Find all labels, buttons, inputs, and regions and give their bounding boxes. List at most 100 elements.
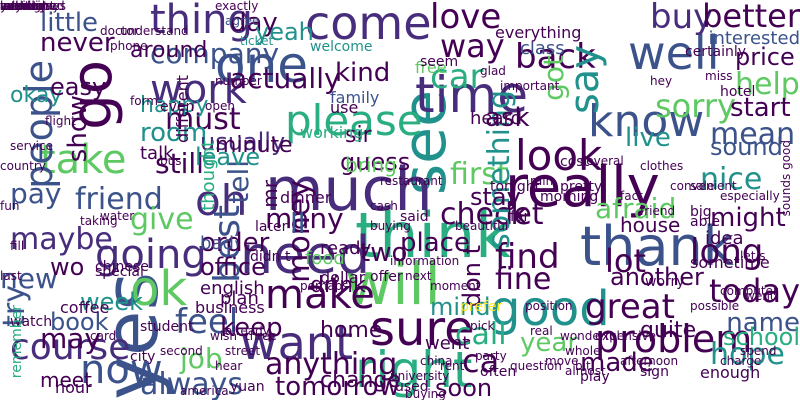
cloud-word: thought — [198, 140, 219, 211]
cloud-word: fun — [0, 199, 20, 213]
cloud-word: meet — [40, 368, 92, 392]
cloud-word: think — [355, 199, 512, 272]
cloud-word: use — [330, 98, 359, 117]
cloud-word: expensive — [595, 329, 656, 343]
cloud-word: important — [500, 79, 560, 93]
cloud-word: open — [205, 99, 235, 113]
cloud-word: many — [265, 202, 344, 235]
cloud-word: charge — [720, 354, 762, 368]
cloud-word: easy — [50, 73, 107, 101]
cloud-word: first — [450, 157, 509, 192]
cloud-word: course — [10, 327, 131, 368]
cloud-word: morning — [540, 189, 599, 205]
cloud-word: country — [0, 159, 46, 173]
cloud-word: rent — [440, 359, 465, 373]
cloud-word: two — [360, 238, 408, 268]
cloud-word: hey — [650, 74, 673, 88]
cloud-word: hotel — [720, 84, 756, 100]
cloud-word: excellent — [0, 0, 55, 13]
cloud-word: price — [735, 43, 795, 71]
cloud-word: information — [390, 254, 460, 268]
cloud-word: remember — [9, 305, 25, 379]
cloud-word: anyway — [0, 0, 47, 13]
cloud-word: thing — [150, 0, 253, 43]
cloud-word: might — [710, 203, 786, 233]
cloud-word: agree — [225, 14, 260, 28]
cloud-word: got — [537, 55, 570, 101]
cloud-word: wo — [50, 253, 85, 281]
cloud-word: ll — [290, 207, 306, 240]
cloud-word: still — [155, 147, 204, 180]
cloud-word: didn t — [250, 249, 291, 265]
cloud-word: mind — [430, 293, 491, 321]
cloud-word: able — [690, 214, 720, 230]
cloud-word: company — [150, 37, 280, 70]
cloud-word: plan — [220, 288, 259, 309]
cloud-word: dollar — [320, 268, 366, 287]
cloud-word: ask — [485, 103, 530, 133]
cloud-word: city — [130, 349, 156, 365]
cloud-word: even — [160, 99, 195, 115]
cloud-word: yesterday — [0, 0, 60, 13]
cloud-word: mean — [710, 117, 796, 152]
cloud-word: anything — [265, 347, 398, 382]
cloud-word: friend — [75, 182, 163, 217]
cloud-word: pay — [10, 177, 62, 210]
cloud-word: today — [709, 272, 800, 310]
cloud-word: said — [400, 209, 429, 225]
cloud-word: next — [405, 269, 432, 283]
cloud-word: talk — [140, 143, 174, 164]
cloud-word: watch — [10, 314, 53, 330]
cloud-word: right — [355, 341, 473, 399]
cloud-word: show — [63, 95, 93, 163]
cloud-word: look — [515, 131, 603, 180]
cloud-word: really — [505, 155, 660, 220]
cloud-word: place — [400, 228, 470, 258]
cloud-word: problem — [595, 317, 753, 361]
cloud-word: account — [0, 0, 48, 13]
cloud-word: whole — [565, 344, 601, 358]
cloud-word: hear — [215, 359, 243, 373]
cloud-word: service — [10, 139, 53, 153]
cloud-word: play — [580, 369, 610, 385]
cloud-word: keep — [220, 313, 283, 343]
cloud-word: home — [320, 318, 383, 343]
cloud-word: question — [510, 359, 562, 373]
cloud-word: wish — [210, 329, 238, 343]
cloud-word: back — [515, 37, 596, 77]
cloud-word: room — [140, 118, 208, 148]
cloud-word: must — [165, 102, 241, 137]
cloud-word: ready — [320, 238, 372, 259]
cloud-word: free — [415, 58, 447, 77]
cloud-word: bad — [200, 233, 234, 254]
cloud-word: nothing — [0, 0, 46, 13]
cloud-word: take — [40, 137, 127, 183]
cloud-word: sale — [690, 179, 715, 193]
cloud-word: pretty — [560, 179, 603, 195]
cloud-word: help — [735, 67, 800, 102]
cloud-word: hope — [710, 337, 785, 372]
cloud-word: know — [588, 96, 705, 147]
cloud-word: almost — [565, 364, 606, 378]
cloud-word: glad — [480, 64, 506, 78]
cloud-word: water — [100, 209, 135, 223]
cloud-word: sir — [345, 123, 372, 148]
cloud-word: buying — [370, 219, 411, 233]
cloud-word: school — [723, 323, 800, 351]
cloud-word: time — [415, 66, 528, 124]
cloud-word: don t — [458, 245, 486, 308]
cloud-word: sign — [640, 364, 669, 380]
cloud-word: change — [320, 368, 401, 393]
cloud-word: certainly — [685, 44, 747, 60]
cloud-word: interview — [0, 0, 56, 13]
cloud-word: business — [195, 298, 265, 317]
cloud-word: english — [200, 278, 265, 299]
cloud-word: form — [130, 94, 158, 108]
cloud-word: mentioned — [0, 0, 65, 13]
cloud-word: second — [160, 344, 203, 358]
cloud-word: seem — [420, 54, 459, 70]
cloud-word: cost — [560, 154, 590, 170]
cloud-word: ca — [462, 342, 500, 380]
cloud-word: say — [562, 45, 608, 115]
